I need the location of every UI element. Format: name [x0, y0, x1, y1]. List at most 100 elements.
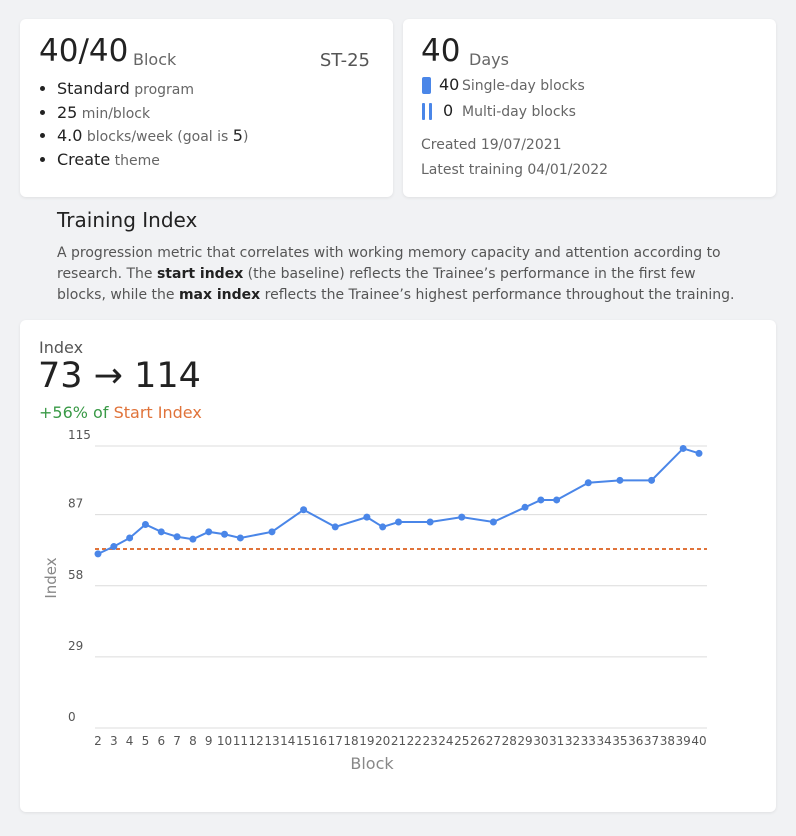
x-tick-label: 28: [502, 734, 517, 748]
index-point: [695, 449, 703, 457]
y-tick-label: 58: [68, 568, 83, 582]
x-tick-label: 4: [126, 734, 134, 748]
x-tick-label: 30: [533, 734, 548, 748]
detail-muted: min/block: [77, 105, 151, 122]
index-point: [363, 513, 371, 521]
chart-card: Index 73 → 114 +56% of Start Index 0 29 58…: [20, 320, 776, 812]
y-tick-label: 29: [68, 639, 83, 653]
x-tick-label: 9: [205, 734, 213, 748]
index-point: [141, 520, 149, 528]
description-text: reflects the Trainee’s highest performan…: [260, 287, 735, 303]
index-point: [395, 518, 402, 526]
description-text: (the baseline) reflects the Trainee’s pe…: [57, 266, 700, 303]
y-tick-label: 0: [68, 710, 76, 724]
multi-day-icon: [422, 103, 425, 120]
index-label: Index: [39, 338, 84, 357]
index-change: +56% of Start Index: [39, 403, 202, 422]
x-tick-label: 18: [343, 734, 358, 748]
index-point: [426, 518, 434, 526]
index-point: [458, 513, 466, 521]
detail-item: 25 min/block: [57, 102, 248, 126]
detail-muted: ): [242, 129, 249, 145]
days-unit: Days: [469, 50, 509, 69]
index-value: 73 → 114: [38, 356, 201, 396]
latest-training: Latest training 04/01/2022: [421, 162, 609, 178]
x-tick-label: 29: [517, 734, 532, 748]
section-description: A progression metric that correlates wit…: [57, 243, 747, 306]
single-day-count: 40: [439, 75, 460, 94]
detail-strong: 25: [57, 102, 78, 122]
detail-strong: 5: [232, 126, 243, 145]
index-point: [157, 528, 165, 536]
detail-muted: theme: [110, 152, 160, 169]
index-point: [648, 476, 656, 484]
index-point: [489, 518, 497, 526]
index-point: [521, 503, 529, 511]
x-tick-label: 23: [422, 734, 437, 748]
index-point: [110, 543, 118, 551]
detail-strong: Create: [57, 149, 111, 169]
y-tick-label: 115: [68, 428, 91, 442]
detail-strong: Standard: [57, 79, 130, 98]
x-tick-label: 7: [173, 734, 181, 748]
x-tick-label: 12: [249, 734, 264, 748]
x-tick-label: 40: [691, 734, 706, 748]
index-point: [189, 535, 197, 543]
x-tick-label: 36: [628, 734, 643, 748]
x-tick-label: 14: [280, 734, 295, 748]
index-point: [584, 479, 592, 487]
x-tick-label: 27: [486, 734, 501, 748]
detail-item: 4.0 blocks/week (goal is 5): [57, 125, 248, 149]
summary-card: 40/40 Block ST-25 Standard program25 min…: [20, 19, 393, 197]
section-title: Training Index: [57, 208, 198, 232]
description-emphasis: max index: [178, 287, 261, 303]
index-point: [553, 496, 561, 504]
index-point: [205, 528, 213, 536]
program-details: Standard program25 min/block4.0 blocks/w…: [40, 78, 248, 172]
x-tick-label: 5: [142, 734, 150, 748]
x-tick-label: 17: [328, 734, 343, 748]
x-tick-label: 13: [264, 734, 279, 748]
detail-strong: 4.0: [57, 126, 83, 145]
x-tick-label: 31: [549, 734, 564, 748]
x-tick-label: 33: [581, 734, 596, 748]
index-point: [331, 523, 339, 531]
multi-day-icon: [429, 103, 432, 120]
x-tick-label: 34: [596, 734, 611, 748]
index-point: [94, 550, 102, 558]
program-code: ST-25: [319, 50, 370, 71]
x-tick-label: 32: [565, 734, 580, 748]
x-tick-label: 20: [375, 734, 390, 748]
x-tick-label: 6: [157, 734, 165, 748]
x-tick-label: 35: [612, 734, 627, 748]
block-unit: Block: [133, 50, 177, 69]
x-tick-label: 19: [359, 734, 374, 748]
index-point: [126, 534, 134, 542]
description-emphasis: start index: [156, 266, 244, 282]
days-card: 40 Days 40 Single-day blocks 0 Multi-day…: [403, 19, 776, 197]
change-text: +56% of: [39, 403, 109, 422]
x-tick-label: 38: [660, 734, 675, 748]
x-tick-label: 11: [233, 734, 248, 748]
days-count: 40: [421, 33, 461, 69]
multi-day-count: 0: [443, 101, 454, 120]
single-day-icon: [422, 77, 431, 94]
index-point: [236, 534, 244, 542]
detail-muted: blocks/week (goal is: [82, 129, 233, 145]
y-tick-label: 87: [68, 497, 83, 511]
index-line: [97, 447, 700, 555]
x-tick-label: 16: [312, 734, 327, 748]
detail-item: Standard program: [57, 78, 248, 102]
x-tick-label: 37: [644, 734, 659, 748]
single-day-label: Single-day blocks: [462, 78, 585, 94]
index-point: [221, 530, 229, 538]
x-tick-label: 3: [110, 734, 118, 748]
index-point: [537, 496, 545, 504]
x-tick-label: 24: [438, 734, 453, 748]
index-point: [379, 523, 387, 531]
x-tick-label: 2: [94, 734, 102, 748]
index-point: [173, 533, 181, 541]
x-tick-label: 22: [407, 734, 422, 748]
